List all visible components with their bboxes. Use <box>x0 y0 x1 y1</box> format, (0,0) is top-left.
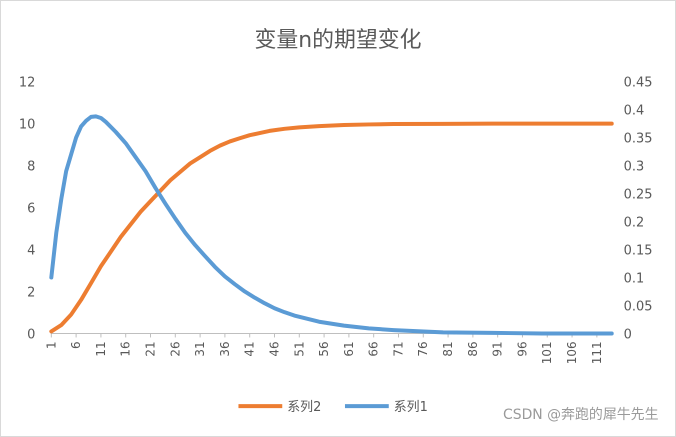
x-tick-label: 111 <box>590 341 604 364</box>
legend-label-series1: 系列1 <box>394 400 428 415</box>
left-y-tick-label: 12 <box>19 76 35 91</box>
right-y-tick-label: 0.15 <box>624 244 653 259</box>
right-y-tick-label: 0.25 <box>624 188 653 203</box>
right-y-tick-label: 0.3 <box>624 160 645 175</box>
left-y-tick-label: 2 <box>27 285 35 300</box>
x-tick-label: 86 <box>466 341 480 356</box>
left-y-tick-label: 4 <box>27 244 35 259</box>
x-tick-label: 106 <box>565 341 579 364</box>
x-tick-label: 11 <box>94 341 108 356</box>
x-tick-label: 26 <box>168 341 182 356</box>
x-tick-label: 71 <box>391 341 405 356</box>
watermark-text: CSDN @奔跑的犀牛先生 <box>503 407 659 423</box>
chart-title: 变量n的期望变化 <box>255 28 422 53</box>
legend-label-series2: 系列2 <box>287 400 321 415</box>
x-tick-label: 36 <box>218 341 232 356</box>
x-tick-label: 81 <box>441 341 455 356</box>
right-y-axis: 0 0.05 0.1 0.15 0.2 0.25 0.3 0.35 0.4 0.45 <box>624 76 653 343</box>
x-tick-label: 31 <box>193 341 207 356</box>
series-line-series1 <box>49 114 614 336</box>
x-tick-label: 41 <box>243 341 257 356</box>
legend: 系列2 系列1 <box>238 400 428 415</box>
series-line-series2 <box>49 121 614 334</box>
left-y-axis: 0 2 4 6 8 10 12 <box>19 76 35 343</box>
left-y-tick-label: 0 <box>27 327 35 342</box>
x-tick-label: 66 <box>367 341 381 356</box>
right-y-tick-label: 0.35 <box>624 132 653 147</box>
right-y-tick-label: 0.1 <box>624 271 645 286</box>
left-y-tick-label: 10 <box>19 118 35 133</box>
x-tick-label: 101 <box>540 341 554 364</box>
x-tick-label: 76 <box>416 341 430 356</box>
right-y-tick-label: 0.2 <box>624 216 645 231</box>
right-y-tick-label: 0.45 <box>624 76 653 91</box>
x-tick-label: 56 <box>317 341 331 356</box>
series-lines <box>49 114 614 336</box>
x-tick-label: 96 <box>515 341 529 356</box>
right-y-tick-label: 0 <box>624 327 632 342</box>
right-y-tick-label: 0.05 <box>624 299 653 314</box>
x-tick-label: 6 <box>69 341 83 349</box>
x-tick-label: 1 <box>44 341 58 349</box>
left-y-tick-label: 6 <box>27 202 35 217</box>
x-tick-label: 91 <box>491 341 505 356</box>
left-y-tick-label: 8 <box>27 160 35 175</box>
x-tick-label: 21 <box>143 341 157 356</box>
x-tick-label: 16 <box>119 341 133 356</box>
x-tick-label: 46 <box>267 341 281 356</box>
right-y-tick-label: 0.4 <box>624 104 645 119</box>
x-tick-label: 51 <box>292 341 306 356</box>
x-tick-label: 61 <box>342 341 356 356</box>
x-axis: 1 6 11 16 21 26 31 36 41 46 51 56 61 66 71 76 81 86 91 96 10… <box>44 332 612 364</box>
